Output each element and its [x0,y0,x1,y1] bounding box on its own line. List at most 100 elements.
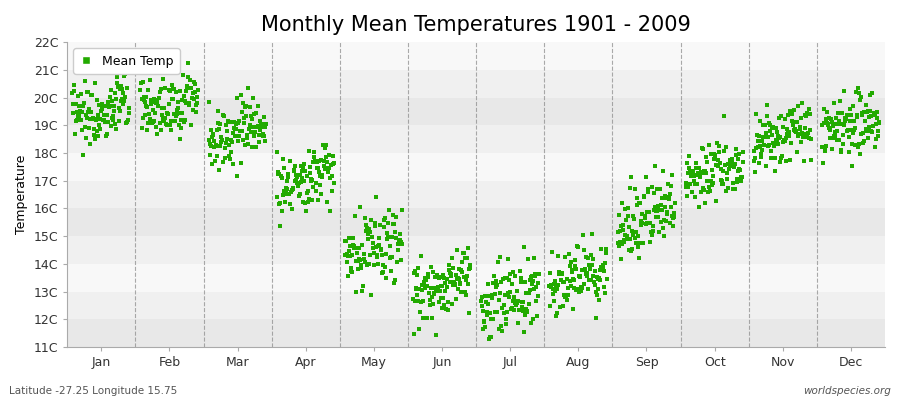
Point [551,253,565,260]
Point [79,115,94,121]
Point [115,96,130,102]
Point [374,251,389,258]
Point [393,231,408,238]
Point [430,273,445,280]
Point [560,276,574,282]
Point [112,86,127,92]
Point [644,229,658,236]
Point [224,149,238,155]
Point [433,288,447,294]
Point [528,273,543,280]
Point [69,117,84,123]
Point [616,236,631,243]
Point [490,282,504,288]
Point [320,158,334,165]
Point [350,258,365,264]
Point [573,273,588,279]
Point [279,184,293,191]
Point [859,102,873,108]
Point [390,259,404,266]
Point [593,266,608,273]
Point [458,289,473,295]
Point [856,130,870,136]
Point [395,241,410,248]
Point [207,144,221,150]
Point [429,332,444,338]
Point [713,160,727,166]
Point [647,190,662,196]
Point [181,74,195,80]
Point [148,110,163,116]
Point [793,126,807,132]
Point [258,123,273,130]
Point [115,90,130,96]
Point [830,128,844,134]
Point [236,137,250,143]
Point [701,142,716,148]
Point [426,269,440,275]
Point [685,172,699,178]
Point [527,286,542,292]
Point [841,128,855,134]
Point [486,316,500,322]
Point [722,165,736,172]
Point [134,96,148,102]
Point [233,128,248,134]
Point [418,284,433,291]
Point [444,271,458,277]
Point [94,126,108,132]
Point [709,197,724,204]
Point [212,167,226,174]
Point [142,115,157,122]
Point [752,143,767,149]
Point [250,124,265,130]
Point [693,174,707,180]
Point [274,172,288,179]
Point [690,170,705,176]
Point [74,117,88,123]
Point [91,112,105,118]
Point [386,212,400,218]
Point [161,70,176,77]
Point [186,90,201,96]
Point [701,189,716,195]
Point [412,286,427,292]
Point [239,134,254,141]
Point [485,292,500,298]
Point [490,309,504,316]
Point [662,196,676,202]
Point [257,138,272,144]
Point [506,268,520,275]
Point [724,158,739,165]
Point [137,94,151,100]
Point [663,204,678,210]
Point [97,112,112,118]
Point [413,308,428,315]
Point [618,232,633,238]
Point [428,274,443,280]
Point [238,104,253,111]
Point [593,277,608,283]
Point [657,216,671,223]
Point [728,160,742,167]
Point [320,199,335,206]
Point [425,315,439,321]
Point [518,290,533,296]
Point [691,170,706,176]
Point [355,288,369,295]
Point [327,180,341,186]
Point [378,215,392,222]
Point [556,279,571,286]
Point [454,269,469,275]
Point [368,194,382,200]
Point [748,169,762,175]
Point [163,122,177,129]
Point [853,94,868,100]
Point [255,121,269,127]
Point [88,80,103,86]
Point [562,277,577,284]
Point [750,132,764,138]
Point [80,88,94,95]
Point [630,194,644,201]
Point [393,257,408,263]
